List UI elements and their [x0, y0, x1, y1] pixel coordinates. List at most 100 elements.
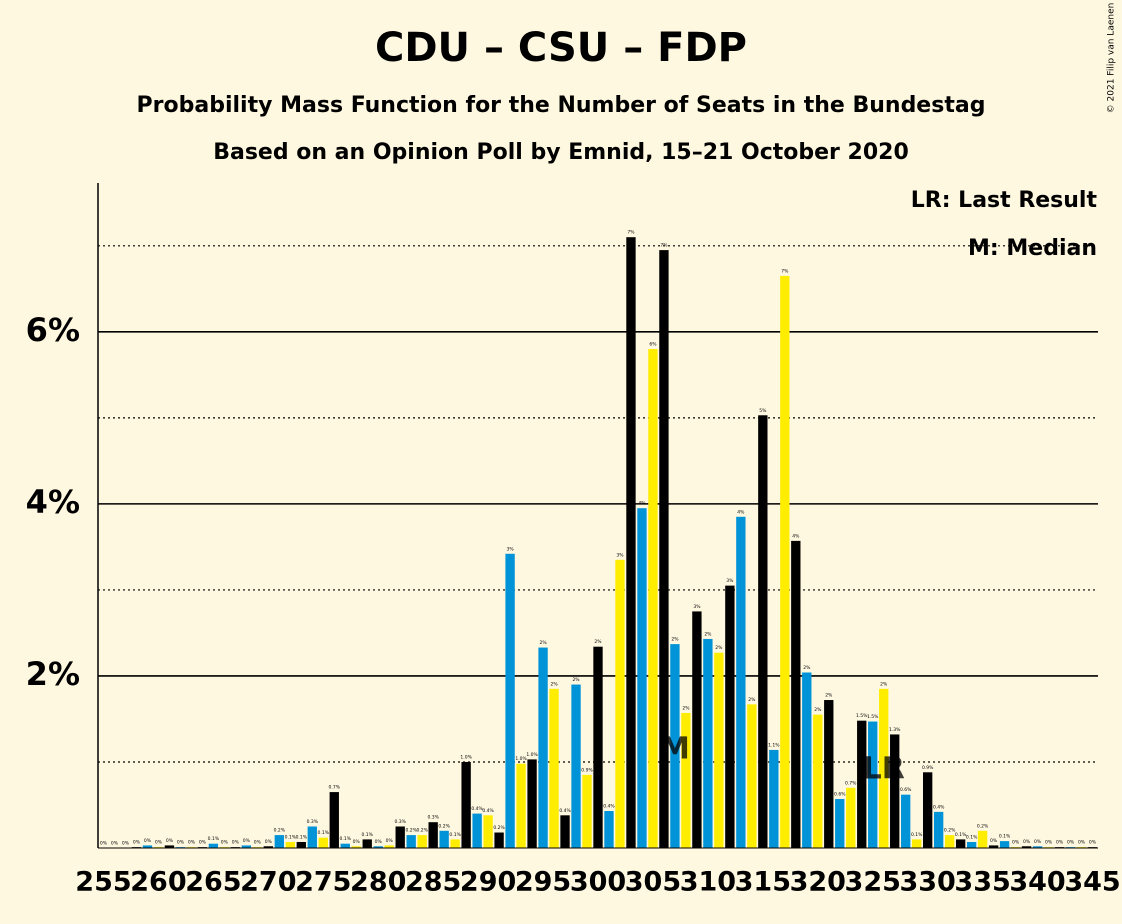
value-label: 2% [715, 645, 723, 651]
bar [890, 734, 900, 848]
value-label: 0% [1078, 840, 1086, 846]
value-label: 7% [660, 243, 668, 249]
value-label: 5% [759, 408, 767, 414]
bar [912, 839, 922, 848]
value-label: 0.1% [208, 836, 220, 842]
value-label: 0.1% [285, 834, 297, 840]
value-label: 4% [638, 501, 646, 507]
bar [758, 415, 768, 848]
value-label: 3% [726, 578, 734, 584]
value-label: 4% [737, 509, 745, 515]
bar [439, 830, 449, 848]
bar [362, 839, 372, 848]
value-label: 0.2% [416, 828, 428, 834]
marker-label: M [660, 732, 690, 767]
bar [670, 644, 680, 848]
value-label: 0.6% [834, 791, 846, 797]
bar [604, 811, 614, 848]
value-label: 1.1% [768, 742, 780, 748]
value-label: 2% [594, 639, 602, 645]
bar [373, 846, 383, 848]
bar [780, 275, 790, 848]
value-label: 0% [1012, 840, 1020, 846]
x-tick-label: 345 [1064, 867, 1120, 898]
chart-subtitle: Probability Mass Function for the Number… [137, 93, 986, 118]
value-label: 0% [1056, 840, 1064, 846]
bar [505, 553, 515, 848]
bar [824, 700, 834, 848]
value-label: 0.1% [340, 836, 352, 842]
value-label: 0.1% [911, 832, 923, 838]
value-label: 0% [1045, 840, 1053, 846]
bar [483, 815, 493, 848]
bar [955, 839, 966, 848]
value-label: 0.2% [944, 828, 956, 834]
value-label: 2% [550, 681, 558, 687]
bar [142, 845, 153, 848]
value-label: 0.4% [933, 804, 945, 810]
value-label: 7% [781, 268, 789, 274]
value-label: 0% [1067, 840, 1075, 846]
bar [406, 835, 416, 848]
value-label: 0% [111, 841, 119, 847]
bar [791, 540, 801, 848]
bar [988, 845, 999, 848]
value-label: 2% [539, 640, 547, 646]
value-label: 7% [627, 230, 635, 236]
bar [1032, 846, 1043, 848]
bar [857, 720, 867, 848]
value-label: 0.2% [977, 823, 989, 829]
value-label: 2% [825, 693, 833, 699]
bar [835, 798, 845, 848]
value-label: 0.7% [329, 785, 341, 791]
value-label: 0% [100, 841, 108, 847]
bar [560, 815, 570, 848]
value-label: 2% [803, 665, 811, 671]
bar [351, 846, 361, 848]
value-label: 1.5% [867, 714, 879, 720]
value-label: 0% [1023, 839, 1031, 845]
value-label: 3% [507, 546, 515, 552]
x-tick-label: 335 [954, 867, 1010, 898]
value-label: 0.4% [559, 808, 571, 814]
value-label: 0% [1034, 839, 1042, 845]
bar [966, 841, 977, 848]
value-label: 0.1% [966, 834, 978, 840]
bar [703, 638, 713, 848]
value-label: 2% [671, 637, 679, 643]
bar [395, 826, 405, 848]
y-tick-label: 6% [26, 311, 80, 349]
value-label: 1.0% [460, 754, 472, 760]
value-label: 0.4% [482, 808, 494, 814]
value-label: 3% [616, 552, 624, 558]
bar [428, 822, 438, 848]
value-label: 0.4% [603, 804, 615, 810]
bar [648, 349, 658, 848]
bar [527, 759, 537, 848]
value-label: 0% [188, 840, 196, 846]
value-label: 0.3% [427, 815, 439, 821]
y-tick-label: 2% [26, 655, 80, 693]
bar [384, 845, 394, 848]
value-label: 0% [265, 839, 273, 845]
value-label: 0.1% [296, 834, 308, 840]
bar [659, 250, 669, 849]
y-tick-label: 4% [26, 483, 80, 521]
x-tick-label: 280 [350, 867, 406, 898]
bar [307, 826, 317, 848]
value-label: 0% [166, 838, 174, 844]
value-label: 0.1% [449, 832, 461, 838]
bar [868, 721, 878, 848]
value-label: 0.3% [307, 819, 319, 825]
bar [725, 585, 735, 848]
value-label: 0.2% [493, 825, 505, 831]
chart-subtitle: Based on an Opinion Poll by Emnid, 15–21… [213, 140, 909, 165]
value-label: 2% [880, 681, 888, 687]
bar [933, 811, 944, 848]
value-label: 0.1% [999, 834, 1011, 840]
value-label: 0.1% [955, 832, 967, 838]
bar [944, 835, 955, 848]
value-label: 2% [748, 697, 756, 703]
bar [329, 792, 339, 848]
